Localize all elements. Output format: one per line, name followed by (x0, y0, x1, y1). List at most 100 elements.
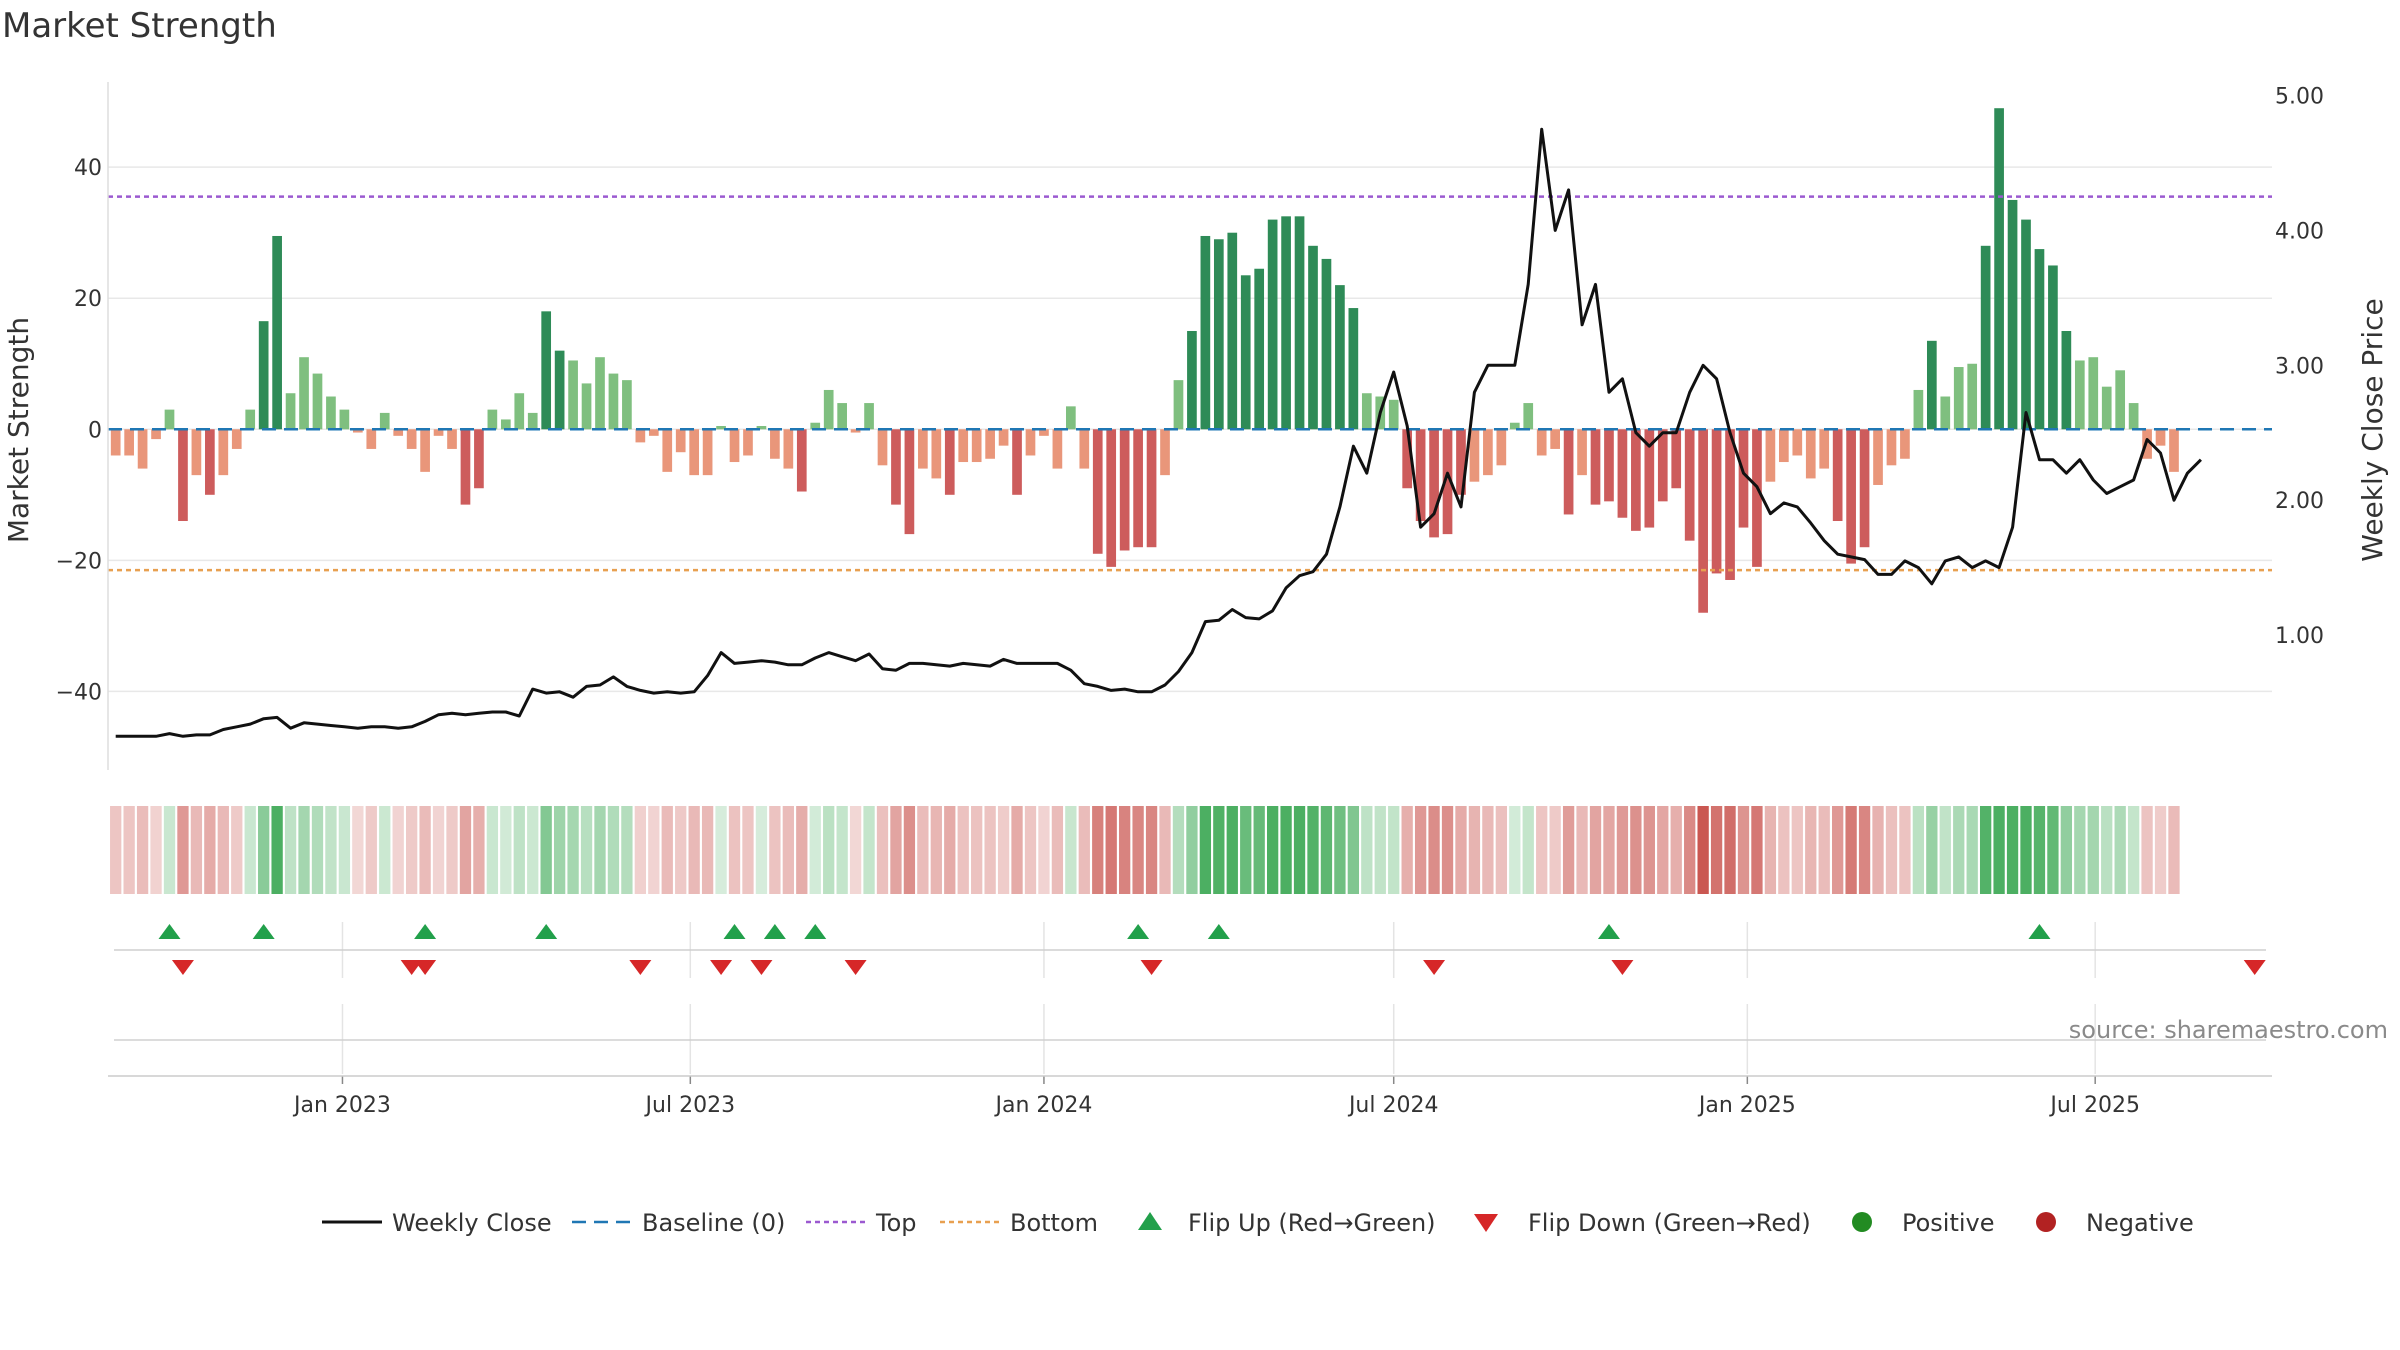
strength-bar (783, 429, 794, 469)
strength-bar (1496, 429, 1507, 466)
strip-cell (1388, 806, 1400, 894)
strip-cell (1818, 806, 1830, 894)
strength-bar (1402, 429, 1413, 489)
strip-cell (1011, 806, 1023, 894)
legend-label: Weekly Close (392, 1209, 552, 1237)
strength-bar (998, 429, 1009, 446)
legend-label: Negative (2086, 1209, 2194, 1237)
strength-bar (326, 396, 336, 430)
strip-cell (1697, 806, 1709, 894)
strength-bar (1617, 429, 1628, 518)
strength-bar (205, 429, 215, 495)
strip-cell (1213, 806, 1225, 894)
strength-bar (1160, 429, 1170, 476)
strip-cell (177, 806, 189, 894)
y-left-tick-label: 20 (74, 287, 102, 312)
strength-bar (420, 429, 430, 472)
strip-cell (406, 806, 418, 894)
strength-bar (2101, 386, 2112, 430)
strip-cell (1092, 806, 1104, 894)
strip-cell (957, 806, 969, 894)
strength-bar (1012, 429, 1022, 495)
strip-cell (1119, 806, 1131, 894)
y-right-tick-label: 1.00 (2275, 624, 2324, 649)
strip-cell (903, 806, 916, 894)
strip-cell (648, 806, 660, 894)
strength-bar (1967, 363, 1978, 430)
strength-bar (931, 429, 942, 479)
strength-bar (285, 393, 296, 430)
strength-bar (2115, 370, 2126, 430)
strength-bar (1456, 429, 1466, 495)
strip-cell (661, 806, 673, 894)
strength-bar (1469, 429, 1480, 482)
strip-cell (284, 806, 297, 894)
strip-cell (1912, 806, 1925, 894)
strength-bar (891, 429, 901, 505)
strip-cell (594, 806, 606, 894)
flip-up-marker (1597, 924, 1620, 939)
strip-cell (1414, 806, 1427, 894)
strength-bar (1429, 429, 1439, 538)
strength-bar (433, 429, 444, 436)
strength-bar (2034, 249, 2045, 430)
strength-bar (756, 426, 767, 430)
strip-cell (1858, 806, 1871, 894)
strength-bar (1859, 429, 1870, 548)
strength-bar (272, 235, 282, 430)
strength-bar (1563, 429, 1574, 515)
strip-cell (1549, 806, 1561, 894)
strip-cell (338, 806, 351, 894)
strength-bar (447, 429, 457, 449)
strip-cell (123, 806, 135, 894)
strip-cell (379, 806, 391, 894)
strength-bar (622, 380, 632, 430)
strength-bar (1953, 367, 1964, 430)
strength-bar (379, 412, 390, 430)
strip-cell (1764, 806, 1777, 894)
strength-bar (2007, 199, 2018, 430)
strip-cell (823, 806, 835, 894)
strength-bar (985, 429, 995, 459)
strip-cell (2006, 806, 2019, 894)
strength-bar (1913, 389, 1924, 430)
strength-bar (864, 403, 874, 430)
strip-cell (1428, 806, 1440, 894)
strength-bar (1119, 429, 1130, 551)
strip-cell (1024, 806, 1037, 894)
strength-bar (1335, 285, 1345, 430)
strength-bar (366, 429, 377, 449)
strip-cell (244, 806, 256, 894)
flip-down-marker (2243, 960, 2266, 975)
y-left-tick-label: −40 (56, 680, 102, 705)
strength-bar (460, 429, 471, 505)
strength-bar (474, 429, 484, 489)
strip-cell (1253, 806, 1265, 894)
strength-bar (124, 429, 134, 456)
x-tick-label: Jan 2023 (292, 1093, 391, 1118)
strength-bar (904, 429, 915, 535)
strip-cell (1522, 806, 1534, 894)
strength-bar (299, 357, 309, 430)
strip-cell (1159, 806, 1171, 894)
reference-lines (108, 195, 2272, 572)
strength-bar (796, 429, 807, 492)
strip-cell (1966, 806, 1978, 894)
strength-bar (541, 311, 552, 430)
strip-cell (271, 806, 283, 894)
strip-cell (675, 806, 687, 894)
strip-cell (1616, 806, 1629, 894)
strip-cell (1737, 806, 1750, 894)
strength-bar (770, 429, 780, 459)
flip-down-marker (750, 960, 773, 975)
strength-bar (487, 409, 498, 430)
strength-bar (1052, 429, 1063, 469)
strip-cell (1441, 806, 1454, 894)
strength-bar (1805, 429, 1816, 479)
strength-bar (1523, 403, 1534, 430)
strength-bar (1711, 429, 1722, 574)
legend-label: Baseline (0) (642, 1209, 785, 1237)
axes-layer: 40 20 0 −20 −40 1.00 2.00 3.00 4.00 5.00 Market St… (2, 82, 2389, 1118)
strength-bar (918, 429, 928, 469)
strength-bar (1240, 275, 1251, 430)
